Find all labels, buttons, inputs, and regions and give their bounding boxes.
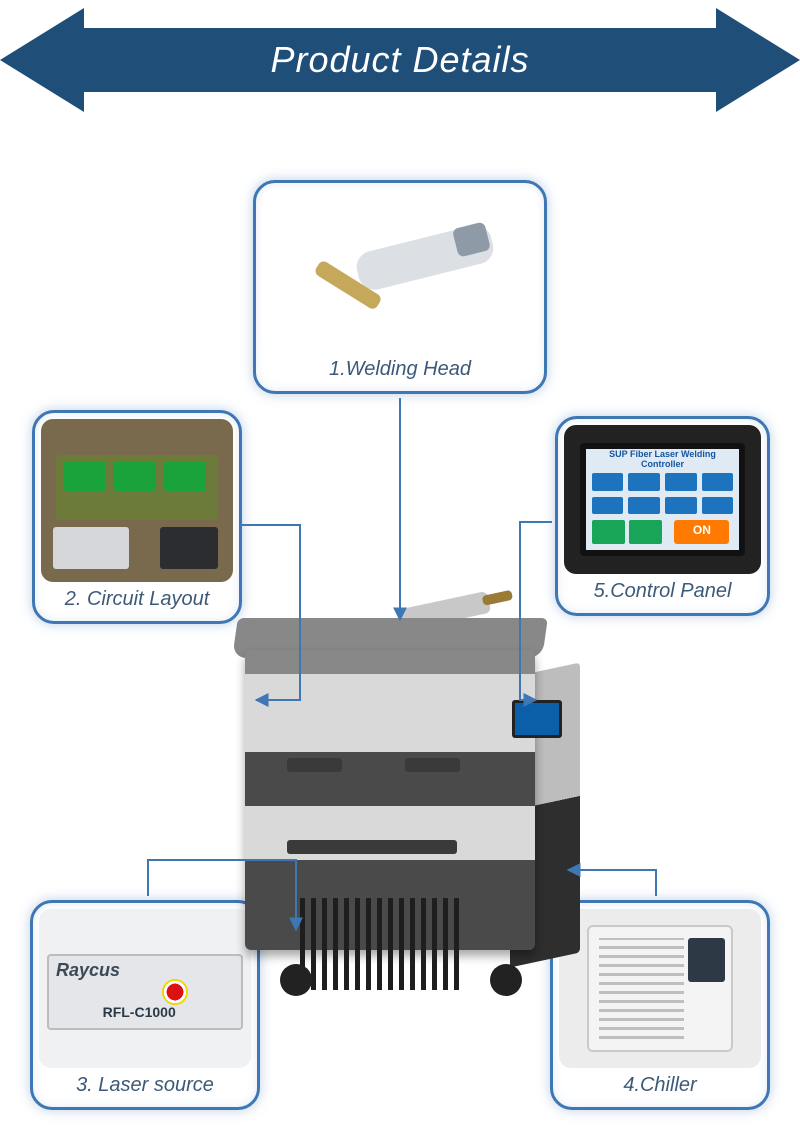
screen-button-row-icon: [592, 473, 734, 491]
drawer-slot-icon: [287, 840, 457, 854]
callout-control-panel: SUP Fiber Laser Welding Controller ON 5.…: [555, 416, 770, 616]
callout-circuit-layout: 2. Circuit Layout: [32, 410, 242, 624]
banner-body: Product Details: [80, 28, 720, 92]
callout-label: 4.Chiller: [623, 1074, 696, 1097]
circuit-layout-thumbnail: [41, 419, 233, 582]
chiller-grill-icon: [599, 938, 684, 1040]
power-supply-icon: [53, 527, 130, 569]
machine-body-icon: [245, 650, 535, 950]
terminal-block-icon: [114, 461, 156, 490]
machine-screen-icon: [512, 700, 562, 738]
banner-arrow-left-icon: [0, 8, 84, 112]
estop-button-icon: [162, 979, 188, 1005]
laser-source-model: RFL-C1000: [103, 1004, 176, 1020]
banner-title: Product Details: [270, 39, 529, 81]
callout-label: 5.Control Panel: [594, 580, 732, 603]
title-banner: Product Details: [0, 8, 800, 112]
chiller-thumbnail: [559, 909, 761, 1068]
terminal-block-icon: [64, 461, 106, 490]
on-button-icon: ON: [674, 520, 729, 544]
callout-label: 1.Welding Head: [329, 358, 471, 381]
laser-source-brand: Raycus: [56, 960, 120, 981]
callout-label: 2. Circuit Layout: [65, 588, 210, 611]
relay-module-icon: [160, 527, 218, 569]
chiller-display-icon: [688, 938, 724, 983]
welding-head-thumbnail: [262, 189, 538, 352]
callout-chiller: 4.Chiller: [550, 900, 770, 1110]
caster-wheel-icon: [280, 964, 312, 996]
caster-wheel-icon: [490, 964, 522, 996]
screen-small-buttons-icon: [592, 520, 663, 544]
vent-grill-icon: [300, 898, 465, 990]
callout-label: 3. Laser source: [76, 1074, 214, 1097]
control-panel-screen-title: SUP Fiber Laser Welding Controller: [588, 449, 738, 469]
banner-arrow-right-icon: [716, 8, 800, 112]
handle-slot-icon: [287, 758, 342, 772]
product-machine: [220, 590, 580, 990]
connector-line: [568, 870, 656, 896]
callout-welding-head: 1.Welding Head: [253, 180, 547, 394]
terminal-block-icon: [164, 461, 206, 490]
handle-slot-icon: [405, 758, 460, 772]
control-panel-thumbnail: SUP Fiber Laser Welding Controller ON: [564, 425, 761, 574]
screen-button-row-icon: [592, 497, 734, 515]
